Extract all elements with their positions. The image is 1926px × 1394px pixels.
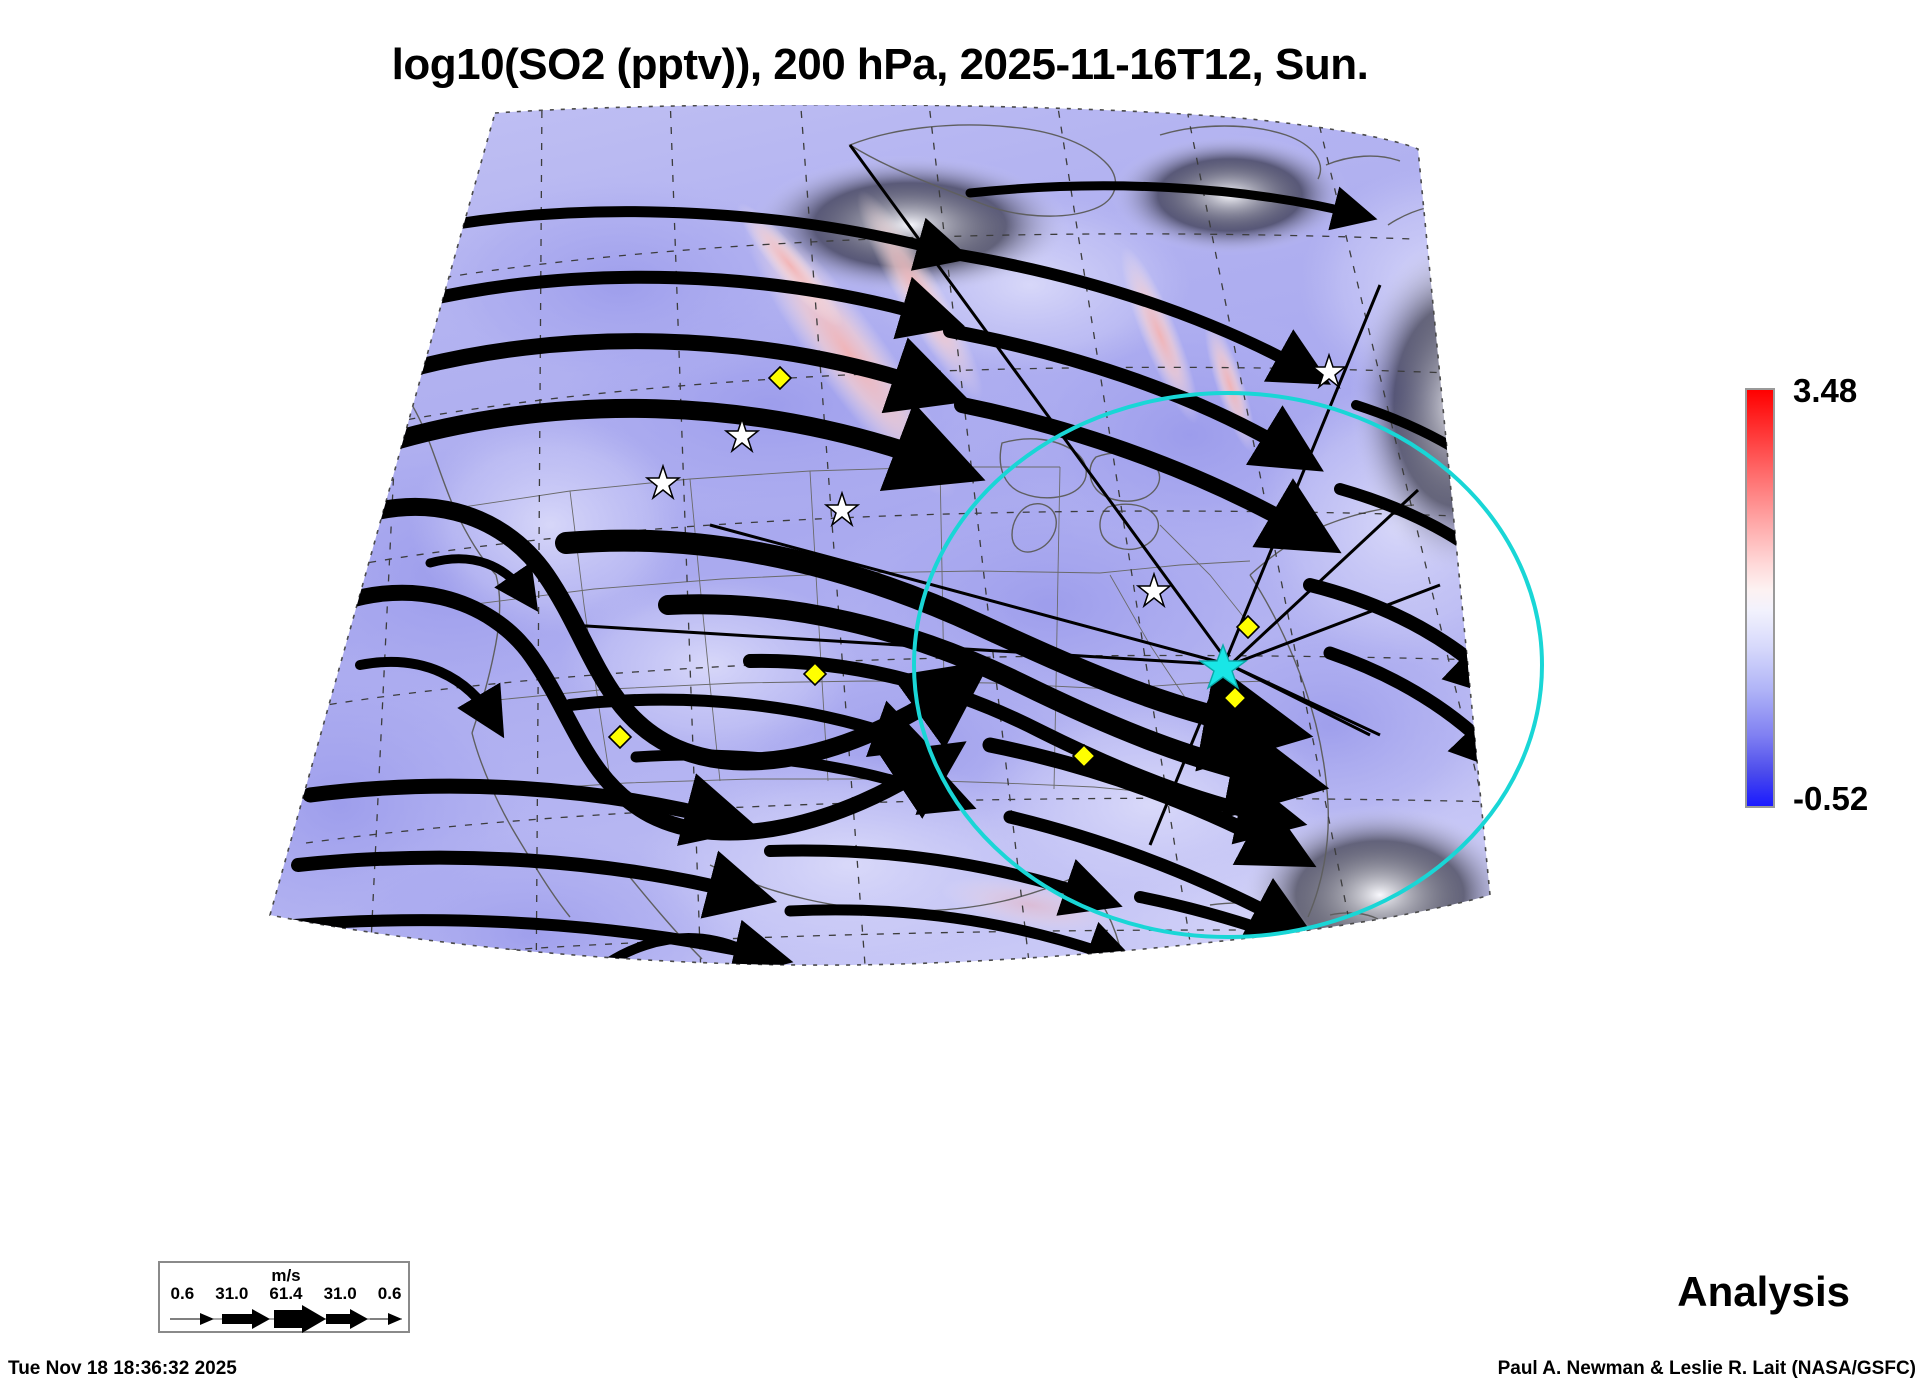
site-marker-diamond[interactable] — [1235, 614, 1261, 640]
station-marker-star[interactable] — [644, 463, 682, 501]
station-marker-star[interactable] — [723, 416, 761, 454]
site-marker-diamond[interactable] — [767, 365, 793, 391]
site-markers[interactable] — [607, 365, 1261, 769]
author-credit: Paul A. Newman & Leslie R. Lait (NASA/GS… — [1497, 1358, 1916, 1379]
site-marker-diamond[interactable] — [802, 661, 828, 687]
wind-tick-1: 31.0 — [215, 1284, 249, 1303]
wind-scale-unit-label: m/s — [271, 1266, 301, 1285]
wind-tick-0: 0.6 — [170, 1284, 195, 1303]
site-marker-diamond[interactable] — [1071, 743, 1097, 769]
map-panel[interactable] — [150, 105, 1570, 1035]
colorbar-max-label: 3.48 — [1793, 372, 1858, 409]
site-marker-diamond[interactable] — [1222, 685, 1248, 711]
wind-tick-4: 0.6 — [377, 1284, 402, 1303]
range-ring — [912, 391, 1544, 939]
page-title: log10(SO2 (pptv)), 200 hPa, 2025-11-16T1… — [391, 40, 1369, 89]
colorbar-min-label: -0.52 — [1793, 780, 1869, 817]
wind-tick-2: 61.4 — [269, 1284, 303, 1303]
marker-layer[interactable] — [607, 352, 1348, 769]
flight-track-extension — [1228, 488, 1420, 737]
wind-scale-tick-labels: 0.6 31.0 61.4 31.0 0.6 — [160, 1284, 412, 1304]
station-marker-star[interactable] — [823, 490, 861, 528]
station-markers[interactable] — [644, 352, 1348, 609]
station-marker-star[interactable] — [1135, 571, 1173, 609]
generation-timestamp: Tue Nov 18 18:36:32 2025 — [8, 1358, 237, 1379]
colorbar-gradient[interactable] — [1745, 388, 1775, 808]
station-marker-star[interactable] — [1310, 352, 1348, 390]
so2-plume-north — [1120, 246, 1200, 424]
analysis-label: Analysis — [1677, 1268, 1850, 1315]
site-marker-diamond[interactable] — [607, 724, 633, 750]
center-marker-star[interactable] — [1197, 643, 1249, 690]
wind-scale-legend: m/s 0.6 31.0 61.4 31.0 0.6 — [158, 1261, 410, 1333]
wind-tick-3: 31.0 — [323, 1284, 357, 1303]
map-domain-boundary — [268, 105, 1491, 966]
map-canvas[interactable] — [150, 105, 1570, 1035]
colorbar[interactable]: 3.48 -0.52 — [1745, 372, 1925, 817]
wind-scale-arrows — [170, 1305, 402, 1333]
